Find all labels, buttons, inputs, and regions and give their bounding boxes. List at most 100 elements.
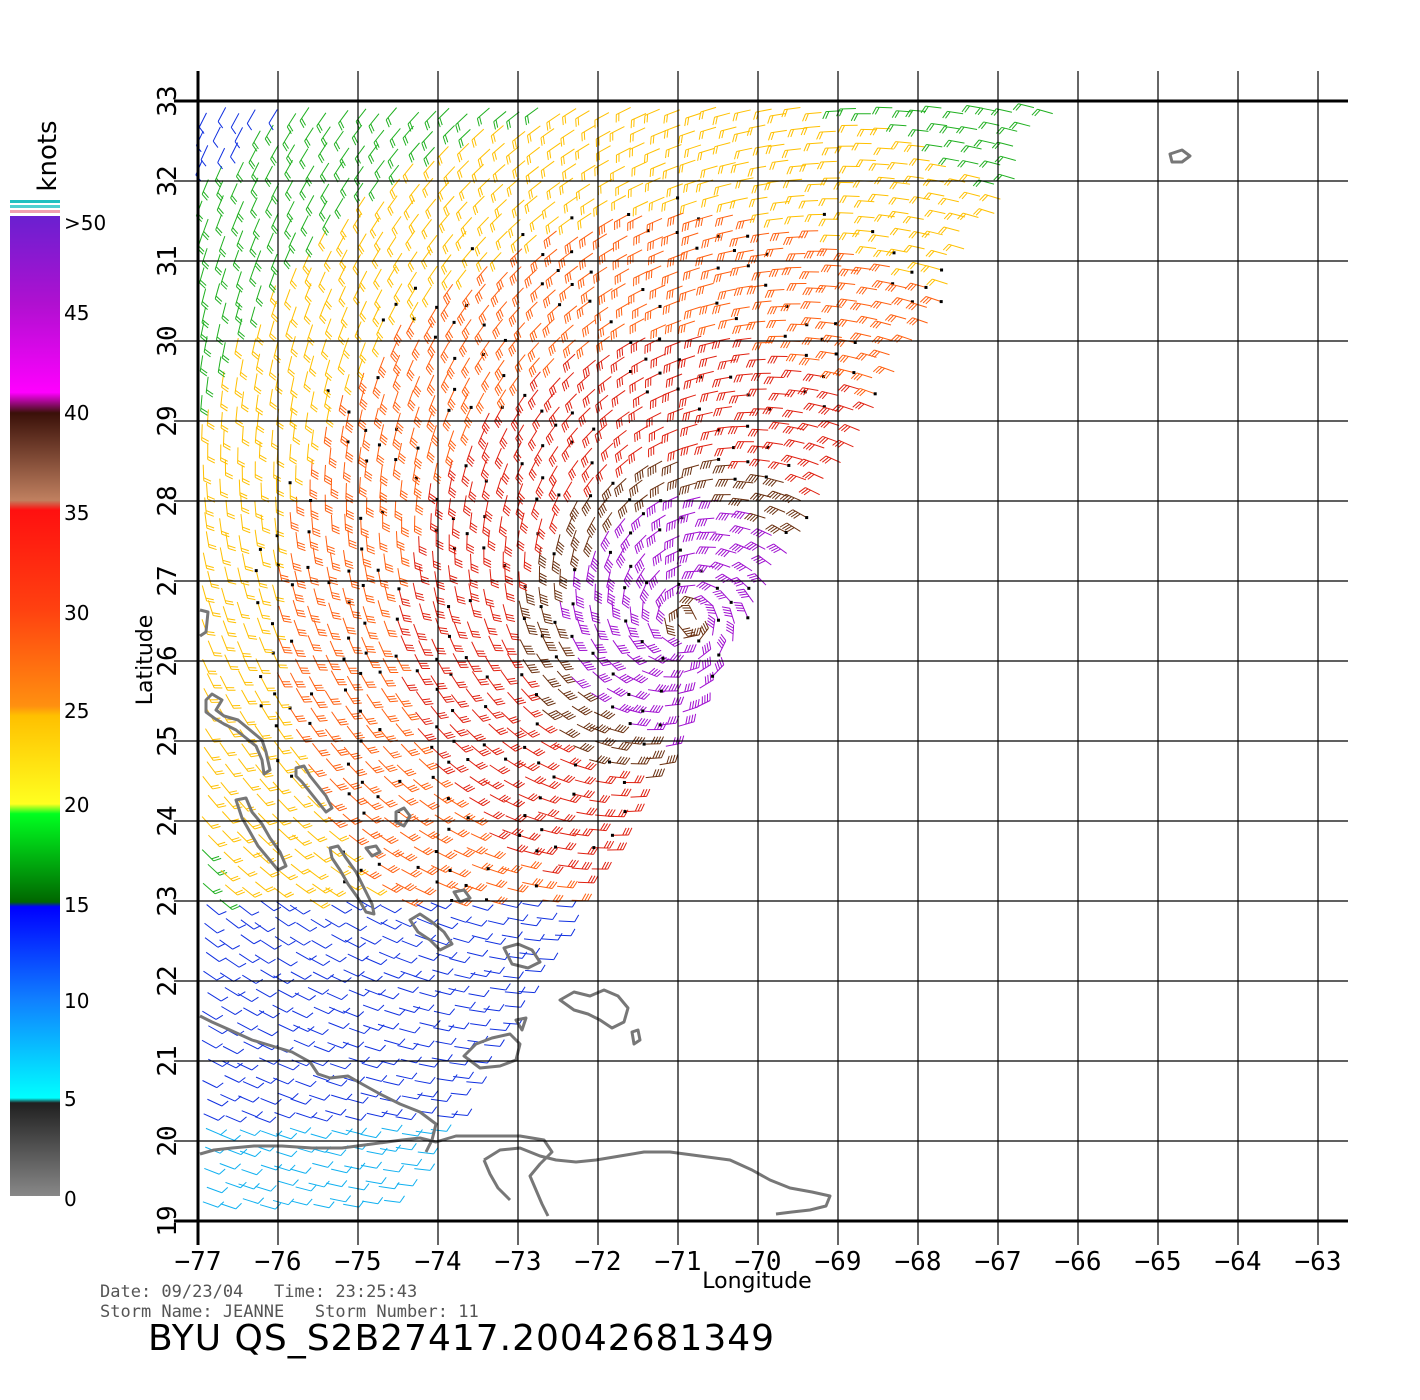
- wind-barb: [527, 342, 540, 363]
- wind-barb: [716, 249, 736, 262]
- wind-barb: [471, 128, 485, 148]
- wind-barb: [697, 641, 712, 660]
- wind-barb: [545, 423, 558, 446]
- wind-barb: [464, 656, 483, 673]
- wind-barb: [311, 1114, 333, 1122]
- wind-barb: [763, 505, 786, 516]
- wind-barb: [717, 288, 736, 301]
- wind-barb: [481, 412, 490, 435]
- wind-barb: [331, 934, 353, 943]
- wind-barb: [529, 322, 542, 343]
- wind-barb: [291, 1198, 313, 1206]
- wind-barb: [206, 1186, 229, 1194]
- wind-barb: [376, 568, 389, 589]
- wind-barb: [207, 992, 229, 1002]
- wind-barb: [217, 356, 226, 378]
- wind-barb: [290, 394, 298, 416]
- wind-barb: [785, 252, 806, 262]
- wind-barb: [514, 354, 526, 375]
- wind-barb: [469, 512, 478, 534]
- wind-barb: [401, 1129, 423, 1137]
- wind-barb: [243, 623, 258, 640]
- wind-barb: [747, 445, 770, 454]
- wind-barb: [466, 445, 475, 467]
- wind-barb: [661, 461, 678, 477]
- wind-barb: [455, 231, 467, 252]
- wind-barb: [695, 179, 714, 193]
- wind-barb: [440, 372, 450, 394]
- wind-barb: [243, 1007, 265, 1016]
- wind-barb: [620, 531, 633, 554]
- wind-barb: [765, 334, 787, 344]
- wind-barb: [434, 497, 443, 521]
- wind-barb: [990, 108, 1013, 116]
- wind-barbs: [195, 103, 1053, 1210]
- wind-barb: [379, 1144, 401, 1152]
- wind-barb: [460, 424, 469, 446]
- wind-barb: [327, 581, 341, 601]
- wind-barb: [241, 426, 250, 447]
- wind-barb: [413, 476, 422, 499]
- wind-barb: [433, 1008, 456, 1016]
- wind-barb: [744, 512, 766, 522]
- wind-barb: [474, 283, 486, 304]
- wind-barb: [359, 516, 369, 539]
- wind-barb: [891, 110, 913, 119]
- wind-barb: [325, 535, 336, 555]
- wind-barb: [206, 409, 215, 430]
- wind-barb: [412, 582, 425, 601]
- wind-barb: [418, 566, 430, 586]
- wind-barb: [268, 359, 277, 381]
- wind-barb: [838, 165, 859, 174]
- wind-barb: [222, 1045, 245, 1055]
- wind-barb: [381, 708, 400, 723]
- wind-barb: [559, 177, 574, 196]
- wind-barb: [817, 420, 840, 429]
- wind-barb: [310, 429, 319, 451]
- wind-barb: [629, 318, 645, 335]
- wind-barb: [534, 444, 545, 467]
- bahamas-long-island: [328, 844, 376, 916]
- wind-barb: [205, 1127, 228, 1136]
- wind-barb: [581, 461, 594, 483]
- wind-barb: [318, 200, 328, 222]
- wind-barb: [492, 318, 504, 340]
- wind-barb: [501, 864, 523, 874]
- wind-barb: [616, 370, 632, 389]
- wind-barb: [814, 321, 838, 330]
- wind-barb: [212, 126, 221, 148]
- wind-barb: [528, 357, 540, 378]
- wind-barb: [648, 196, 665, 212]
- wind-barb: [347, 1096, 369, 1104]
- wind-barb: [889, 227, 911, 236]
- wind-barb: [304, 267, 312, 289]
- wind-barb: [849, 332, 872, 341]
- wind-barb: [560, 794, 582, 803]
- wind-barb: [939, 125, 961, 134]
- wind-barb: [667, 212, 684, 227]
- wind-barb: [433, 1024, 455, 1032]
- wind-barb: [458, 181, 471, 202]
- wind-barb: [269, 320, 277, 343]
- wind-barb: [663, 358, 681, 374]
- wind-barb: [421, 131, 434, 151]
- wind-barb: [700, 266, 720, 281]
- wind-barb: [593, 266, 608, 284]
- wind-barb: [476, 107, 490, 127]
- wind-barb: [650, 353, 667, 369]
- wind-barb: [695, 253, 713, 267]
- wind-barb: [363, 798, 384, 811]
- wind-barb: [284, 289, 292, 311]
- wind-barb: [696, 581, 719, 591]
- wind-barb: [1009, 121, 1031, 130]
- wind-barb: [615, 302, 631, 319]
- wind-barb: [890, 268, 914, 276]
- wind-barb: [729, 197, 748, 210]
- wind-barb: [614, 518, 626, 539]
- wind-barb: [289, 936, 311, 946]
- wind-barb: [324, 728, 343, 743]
- wind-barb: [535, 476, 545, 499]
- wind-barb: [436, 1074, 458, 1082]
- wind-barb: [484, 850, 506, 860]
- wind-barb: [286, 113, 297, 134]
